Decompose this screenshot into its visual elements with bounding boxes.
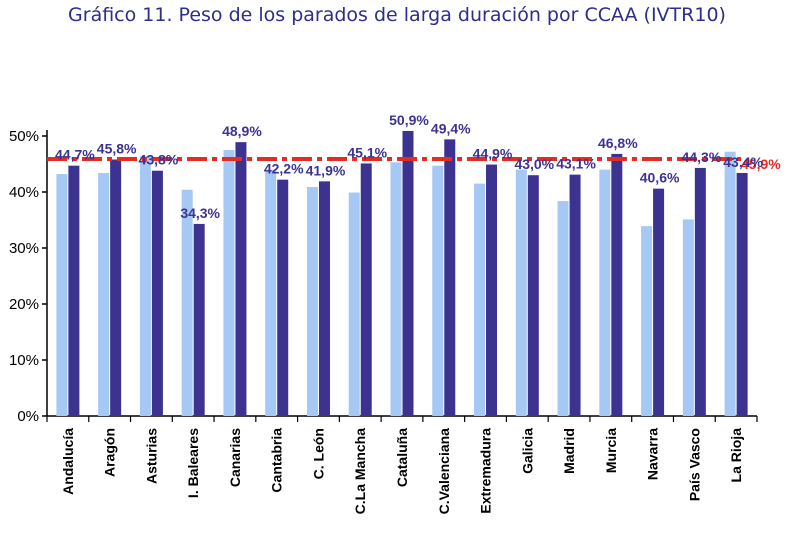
bar-previous-period — [557, 200, 569, 416]
bar-ivtr10 — [151, 170, 163, 416]
bar-previous-period — [724, 151, 736, 416]
data-label: 43,4% — [723, 154, 763, 170]
bar-previous-period — [515, 169, 527, 416]
data-label: 45,1% — [347, 144, 387, 160]
category-label: Galicia — [519, 428, 535, 474]
y-tick-label: 0% — [17, 408, 39, 425]
y-tick-label: 30% — [9, 240, 39, 257]
category-label: C.Valenciana — [436, 428, 452, 515]
bar-ivtr10 — [360, 163, 372, 416]
bar-previous-period — [348, 192, 360, 416]
chart-title: Gráfico 11. Peso de los parados de larga… — [68, 4, 726, 26]
category-label: Murcia — [603, 428, 619, 473]
bar-previous-period — [181, 189, 193, 416]
y-tick-label: 10% — [9, 352, 39, 369]
category-label: Extremadura — [478, 428, 494, 514]
bar-ivtr10 — [694, 167, 706, 416]
y-tick-label: 40% — [9, 184, 39, 201]
bar-ivtr10 — [193, 223, 205, 416]
data-label: 34,3% — [180, 205, 220, 221]
bar-ivtr10 — [736, 172, 748, 416]
category-label: C. León — [310, 428, 326, 479]
bar-previous-period — [139, 156, 151, 416]
data-label: 49,4% — [431, 120, 471, 136]
category-label: Cataluña — [394, 428, 410, 487]
category-label: País Vasco — [686, 428, 702, 501]
bar-ivtr10 — [527, 175, 539, 416]
bar-ivtr10 — [444, 139, 456, 417]
category-label: Navarra — [645, 428, 661, 480]
bar-ivtr10 — [569, 174, 581, 416]
data-label: 42,2% — [264, 161, 304, 177]
data-label: 44,7% — [55, 147, 95, 163]
bar-previous-period — [56, 174, 68, 416]
category-label: La Rioja — [728, 428, 744, 483]
data-label: 45,8% — [97, 141, 137, 157]
bar-ivtr10 — [318, 181, 330, 416]
data-label: 44,3% — [682, 149, 722, 165]
y-tick-label: 20% — [9, 296, 39, 313]
bar-ivtr10 — [235, 142, 247, 416]
data-label: 48,9% — [222, 123, 262, 139]
data-label: 50,9% — [389, 112, 429, 128]
category-label: Canarias — [227, 428, 243, 487]
data-label: 40,6% — [640, 170, 680, 186]
reference-line-label: 45,9% — [741, 156, 781, 172]
category-label: Andalucía — [60, 428, 76, 495]
bar-ivtr10 — [486, 164, 498, 416]
data-label: 43,8% — [139, 152, 179, 168]
data-label: 43,0% — [514, 156, 554, 172]
y-tick-label: 50% — [9, 128, 39, 145]
bar-previous-period — [682, 219, 694, 416]
bar-previous-period — [265, 169, 277, 416]
data-label: 46,8% — [598, 135, 638, 151]
bar-ivtr10 — [611, 153, 623, 417]
category-label: Madrid — [561, 428, 577, 474]
bar-previous-period — [306, 186, 318, 416]
bar-previous-period — [432, 165, 444, 416]
category-label: Aragón — [102, 428, 118, 477]
bar-previous-period — [474, 183, 486, 416]
data-label: 43,1% — [556, 156, 596, 172]
bar-previous-period — [223, 150, 235, 416]
bar-ivtr10 — [653, 188, 665, 416]
category-label: I. Baleares — [185, 428, 201, 498]
category-label: Cantabria — [269, 428, 285, 493]
bar-ivtr10 — [402, 130, 414, 416]
data-label: 44,9% — [473, 146, 513, 162]
category-label: Asturias — [143, 428, 159, 484]
data-label: 41,9% — [306, 162, 346, 178]
bar-previous-period — [599, 169, 611, 416]
category-label: C.La Mancha — [352, 428, 368, 515]
bar-previous-period — [390, 162, 402, 416]
bar-ivtr10 — [68, 165, 80, 416]
bar-ivtr10 — [277, 179, 289, 416]
bar-previous-period — [641, 226, 653, 416]
bar-previous-period — [98, 172, 110, 416]
bar-ivtr10 — [110, 159, 122, 416]
